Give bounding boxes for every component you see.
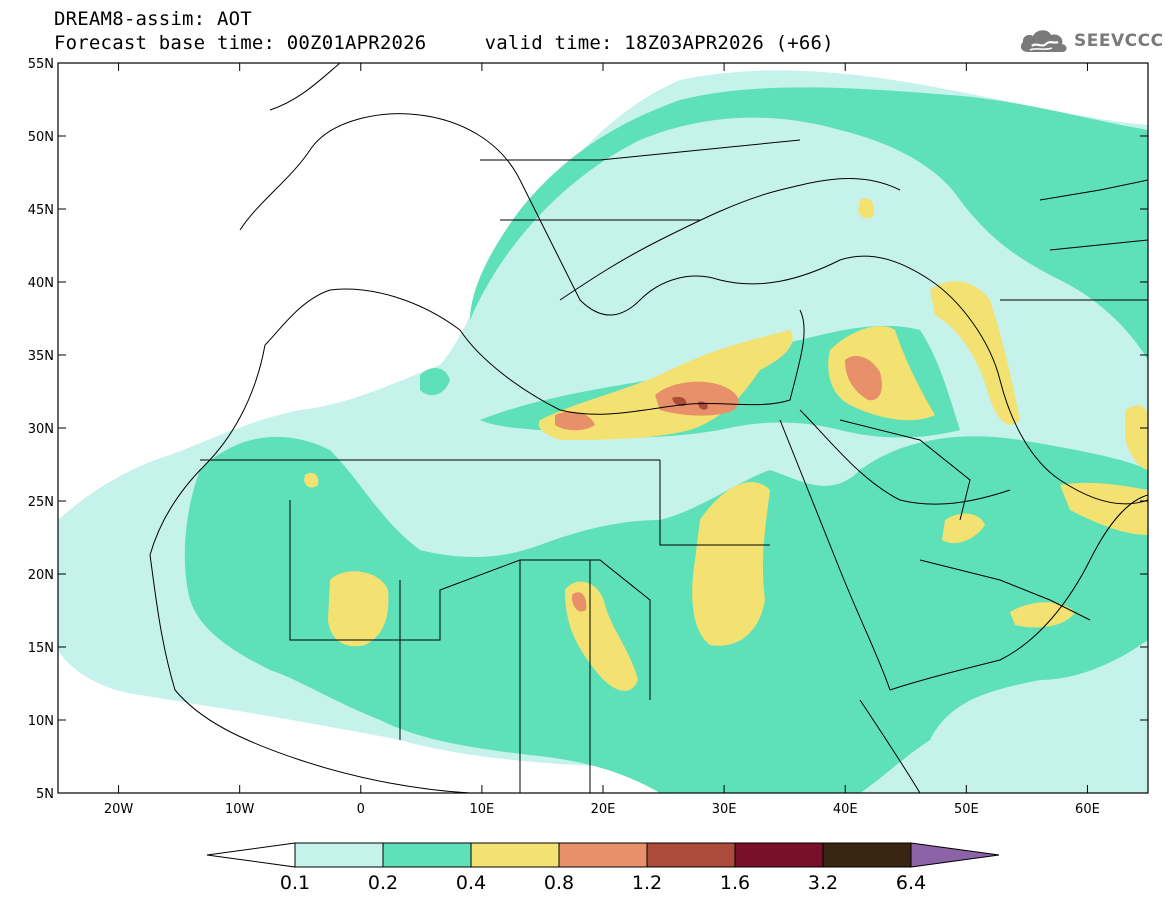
lat-tick-label: 15N bbox=[28, 641, 54, 656]
colorbar: 0.1 0.2 0.4 0.8 1.2 1.6 3.2 6.4 bbox=[206, 842, 1000, 894]
longitude-axis: 20W 10W 0 10E 20E 30E 40E 50E 60E bbox=[104, 63, 1100, 817]
lon-tick-label: 0 bbox=[357, 802, 365, 817]
lon-tick-label: 10W bbox=[225, 802, 255, 817]
colorbar-label: 0.2 bbox=[368, 872, 398, 894]
colorbar-swatch bbox=[294, 842, 384, 868]
lon-tick-label: 50E bbox=[954, 802, 979, 817]
lat-tick-label: 20N bbox=[28, 568, 54, 583]
lat-tick-label: 25N bbox=[28, 495, 54, 510]
map-subtitle: Forecast base time: 00Z01APR2026 valid t… bbox=[54, 32, 834, 54]
colorbar-label: 0.4 bbox=[456, 872, 486, 894]
aot-level-0.4 bbox=[304, 198, 1148, 691]
colorbar-swatch bbox=[822, 842, 912, 868]
colorbar-label: 1.2 bbox=[632, 872, 662, 894]
colorbar-under-triangle bbox=[206, 842, 296, 868]
coastlines bbox=[149, 63, 1148, 793]
colorbar-swatch bbox=[646, 842, 736, 868]
colorbar-label: 0.8 bbox=[544, 872, 574, 894]
aot-field bbox=[58, 70, 1148, 793]
colorbar-swatch bbox=[734, 842, 824, 868]
lat-tick-label: 35N bbox=[28, 349, 54, 364]
lat-tick-label: 30N bbox=[28, 422, 54, 437]
lon-tick-label: 20W bbox=[104, 802, 134, 817]
colorbar-label: 0.1 bbox=[280, 872, 310, 894]
colorbar-label: 3.2 bbox=[808, 872, 838, 894]
lat-tick-label: 50N bbox=[28, 130, 54, 145]
logo-text: SEEVCCC bbox=[1074, 31, 1164, 51]
lon-tick-label: 20E bbox=[591, 802, 616, 817]
lat-tick-label: 40N bbox=[28, 276, 54, 291]
lon-tick-label: 60E bbox=[1075, 802, 1100, 817]
map-title: DREAM8-assim: AOT bbox=[54, 8, 252, 30]
cloud-icon bbox=[1020, 30, 1067, 52]
colorbar-swatch bbox=[558, 842, 648, 868]
lat-tick-label: 10N bbox=[28, 714, 54, 729]
colorbar-label: 1.6 bbox=[720, 872, 750, 894]
lat-tick-label: 55N bbox=[28, 57, 54, 72]
aot-level-0.8 bbox=[555, 356, 882, 612]
lat-tick-label: 45N bbox=[28, 203, 54, 218]
colorbar-label: 6.4 bbox=[896, 872, 926, 894]
colorbar-swatch bbox=[470, 842, 560, 868]
colorbar-swatch bbox=[382, 842, 472, 868]
lon-tick-label: 40E bbox=[833, 802, 858, 817]
lat-tick-label: 5N bbox=[36, 787, 54, 802]
lon-tick-label: 10E bbox=[470, 802, 495, 817]
latitude-axis: 55N 50N 45N 40N 35N 30N 25N 20N 15N 10N 5N bbox=[28, 57, 1148, 802]
seevccc-logo: SEEVCCC bbox=[1018, 26, 1164, 56]
lon-tick-label: 30E bbox=[712, 802, 737, 817]
colorbar-over-triangle bbox=[910, 842, 1000, 868]
